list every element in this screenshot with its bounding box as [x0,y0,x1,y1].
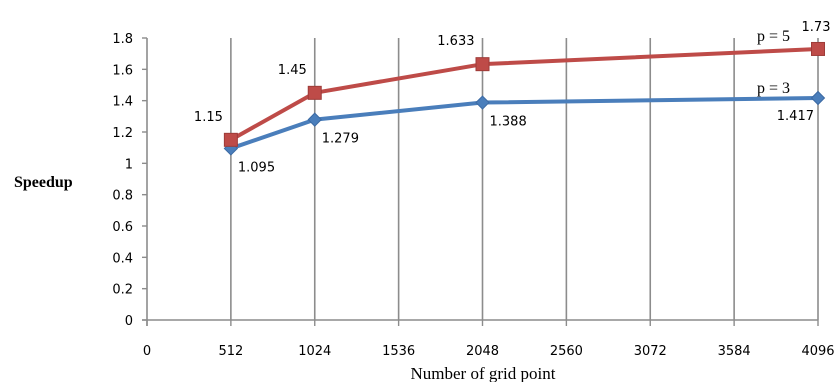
series-name-label: p = 3 [757,80,790,97]
data-label: 1.73 [802,20,831,35]
data-point-diamond [810,90,826,106]
data-point-square [811,41,825,56]
y-tick-label: 1 [125,157,133,172]
series-name-label: p = 5 [757,28,790,45]
y-tick-label: 0.6 [112,220,133,235]
y-tick-label: 0 [125,314,133,329]
y-tick-label: 1.6 [112,63,133,78]
x-tick-label: 3584 [718,344,751,359]
data-label: 1.095 [238,160,275,175]
series-line-p5 [229,46,819,142]
axes: 0 0.2 0.4 0.6 0.8 1 1.2 1.4 1.6 1.8 0 512 1024 1536 20… [112,32,834,359]
y-tick-label: 0.2 [112,283,133,298]
y-tick-label: 1.8 [112,32,133,47]
data-point-square [307,85,322,100]
x-tick-label: 512 [218,344,243,359]
y-tick-label: 0.8 [112,189,133,204]
series-layer [223,41,826,156]
y-tick-label: 0.4 [112,251,133,266]
data-point-diamond [307,112,322,127]
x-axis-title: Number of grid point [411,364,556,382]
data-point-square [475,57,490,72]
data-label: 1.279 [322,132,359,147]
data-point-diamond [475,95,490,110]
series-line-p3 [230,96,819,151]
x-tick-label: 3072 [634,344,667,359]
data-label: 1.633 [437,34,474,49]
x-tick-label: 0 [143,344,151,359]
data-label: 1.45 [278,63,307,78]
x-tick-label: 4096 [801,344,834,359]
data-labels: 1.095 1.279 1.388 1.417 p = 3 1.15 1.45 1.633 1.… [194,20,831,175]
x-tick-label: 1536 [382,344,415,359]
x-tick-label: 2560 [550,344,583,359]
data-label: 1.388 [490,115,527,130]
y-tick-label: 1.2 [112,126,133,141]
data-label: 1.417 [777,109,814,124]
data-point-square [223,132,238,147]
y-tick-label: 1.4 [112,95,133,110]
x-tick-label: 2048 [466,344,499,359]
x-tick-label: 1024 [298,344,331,359]
grid-lines [230,38,819,320]
data-label: 1.15 [194,110,223,125]
y-axis-title: Speedup [14,174,73,191]
